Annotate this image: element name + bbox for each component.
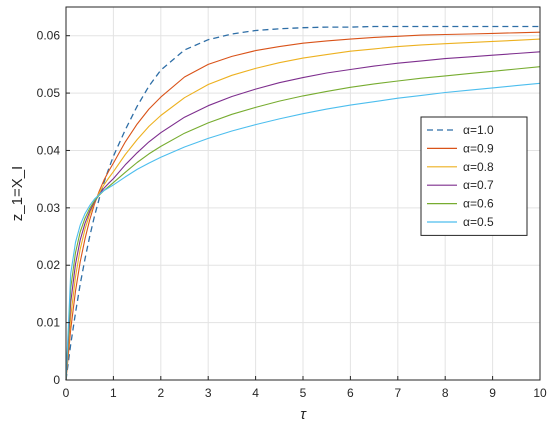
- y-tick-label: 0.02: [37, 258, 61, 272]
- legend-label-0: α=1.0: [463, 123, 494, 137]
- x-tick-label: 7: [394, 386, 401, 400]
- ticks: 0 1 2 3 4 5 6 7 8 9 10 0 0.01 0.02 0.03 0.04 0.05 0.06: [37, 29, 547, 400]
- x-tick-label: 8: [442, 386, 449, 400]
- y-tick-label: 0.03: [37, 201, 61, 215]
- x-tick-label: 5: [300, 386, 307, 400]
- x-tick-label: 6: [347, 386, 354, 400]
- series-line-5: [65, 82, 541, 381]
- x-axis-label: τ: [300, 406, 307, 423]
- series-group: [65, 25, 541, 381]
- legend-label-1: α=0.9: [463, 141, 494, 155]
- y-axis-label: z_1=X_I: [9, 166, 26, 221]
- legend: α=1.0 α=0.9 α=0.8 α=0.7 α=0.6 α=0.5: [420, 116, 528, 236]
- x-tick-label: 2: [157, 386, 164, 400]
- x-tick-label: 9: [489, 386, 496, 400]
- series-line-3: [65, 51, 541, 381]
- series-line-1: [65, 31, 541, 381]
- x-tick-label: 3: [205, 386, 212, 400]
- y-tick-label: 0.01: [37, 316, 61, 330]
- x-tick-label: 4: [252, 386, 259, 400]
- series-line-2: [65, 38, 541, 381]
- legend-label-3: α=0.7: [463, 178, 494, 192]
- y-tick-label: 0.06: [37, 29, 61, 43]
- x-tick-label: 10: [533, 386, 547, 400]
- y-tick-label: 0: [53, 373, 60, 387]
- legend-label-4: α=0.6: [463, 197, 494, 211]
- y-tick-label: 0.04: [37, 143, 61, 157]
- x-tick-label: 1: [110, 386, 117, 400]
- y-tick-label: 0.05: [37, 86, 61, 100]
- series-line-0: [65, 25, 540, 381]
- legend-label-5: α=0.5: [463, 215, 494, 229]
- legend-label-2: α=0.8: [463, 160, 494, 174]
- x-tick-label: 0: [63, 386, 70, 400]
- legend-box: [420, 116, 528, 236]
- series-line-4: [65, 66, 541, 381]
